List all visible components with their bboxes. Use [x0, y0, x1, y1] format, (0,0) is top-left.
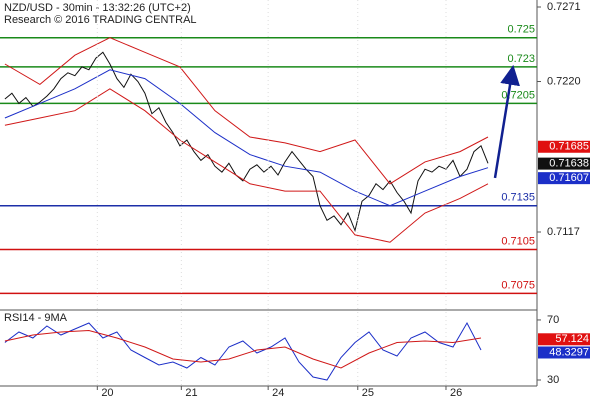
level-label: 0.7205: [501, 89, 535, 101]
price-marker: [538, 172, 590, 185]
price-marker: [538, 346, 590, 359]
y-tick-label: 0.7117: [547, 226, 580, 238]
x-tick-label: 26: [450, 387, 462, 399]
y-tick-label: 0.7271: [547, 1, 581, 13]
series-line: [4, 88, 489, 243]
y-tick-label: 30: [547, 374, 559, 386]
x-tick-label: 21: [185, 387, 197, 399]
price-marker-label: 0.71638: [549, 158, 589, 170]
series-line: [4, 329, 482, 369]
level-label: 0.7105: [501, 235, 535, 247]
price-marker: [538, 157, 590, 170]
y-tick-label: 0.7220: [547, 75, 581, 87]
price-marker-label: 0.71685: [549, 141, 589, 153]
price-marker-label: 57.124: [555, 333, 589, 345]
series-line: [4, 51, 489, 233]
chart-subtitle: Research © 2016 TRADING CENTRAL: [4, 14, 197, 26]
price-marker-label: 0.71607: [549, 172, 589, 184]
level-label: 0.725: [507, 24, 535, 36]
price-marker: [538, 140, 590, 153]
level-label: 0.723: [507, 53, 535, 65]
price-marker-label: 48.3297: [549, 346, 589, 358]
series-line: [4, 321, 482, 381]
level-label: 0.7075: [501, 279, 535, 291]
series-line: [4, 37, 489, 185]
rsi-title: RSI14 - 9MA: [4, 312, 68, 324]
price-marker: [538, 333, 590, 346]
x-tick-label: 25: [362, 387, 374, 399]
chart-title: NZD/USD - 30min - 13:32:26 (UTC+2): [4, 2, 191, 14]
level-label: 0.7135: [501, 192, 535, 204]
x-tick-label: 24: [272, 387, 284, 399]
series-line: [4, 69, 489, 207]
forecast-arrow: [493, 64, 520, 179]
y-tick-label: 70: [547, 314, 559, 326]
x-tick-label: 20: [101, 387, 113, 399]
